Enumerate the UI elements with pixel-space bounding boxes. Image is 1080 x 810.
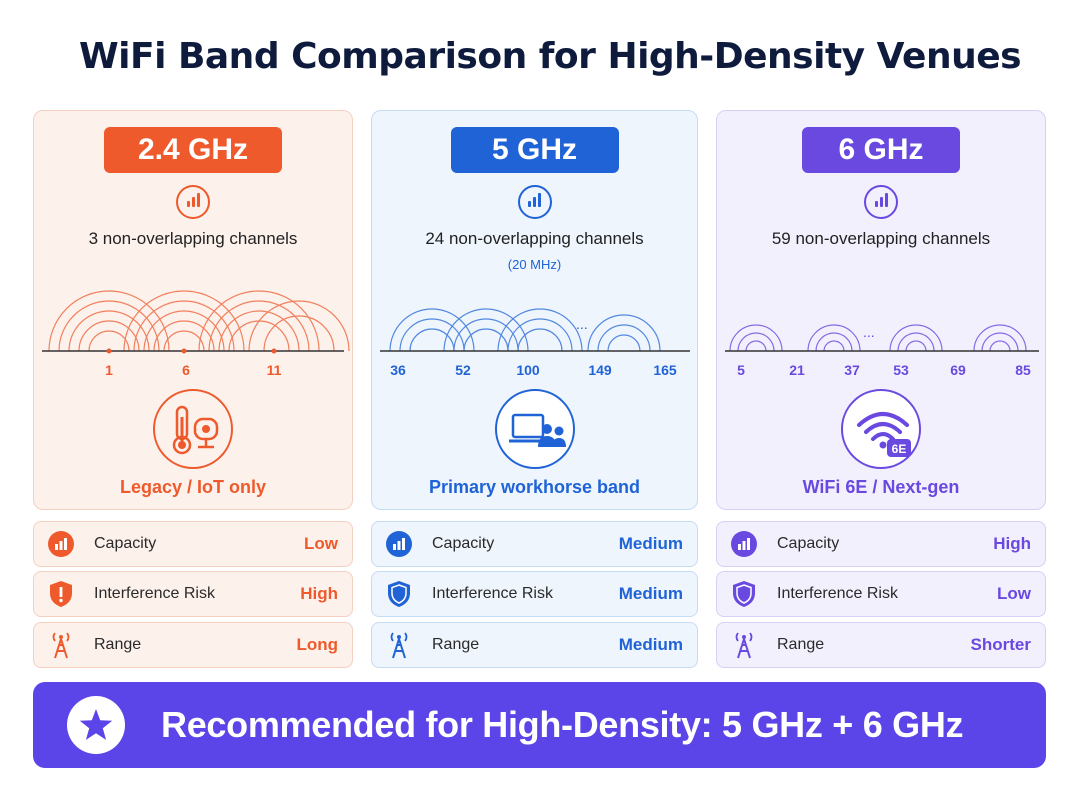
metric-row-capacity: Capacity Low	[33, 521, 353, 567]
channel-count: 24 non-overlapping channels	[425, 229, 644, 248]
metric-value: Low	[304, 534, 338, 553]
channel-tick: 1	[105, 362, 113, 378]
wifi-6e-icon-label: 6E	[892, 442, 907, 456]
band-badge: 2.4 GHz	[104, 127, 282, 173]
shield-warning-icon	[46, 579, 76, 609]
metric-row-capacity: Capacity Medium	[371, 521, 698, 567]
recommendation-text: Recommended for High-Density: 5 GHz + 6 …	[161, 704, 964, 745]
metric-label: Capacity	[777, 535, 840, 552]
channel-tick: 53	[893, 362, 909, 378]
metric-value: High	[300, 584, 338, 603]
band-card-6ghz: 6 GHz 59 non-overlapping channels ... 5 …	[716, 110, 1046, 510]
antenna-tower-icon	[384, 630, 414, 660]
metric-value: High	[993, 534, 1031, 553]
channel-overlap-diagram: ... 36 52 100 149 165	[380, 308, 690, 378]
channel-tick: 52	[455, 362, 471, 378]
metric-row-capacity: Capacity High	[716, 521, 1046, 567]
channel-tick: 6	[182, 362, 190, 378]
capacity-bars-icon	[384, 529, 414, 559]
capacity-bars-icon	[46, 529, 76, 559]
metric-label: Range	[432, 636, 480, 653]
svg-text:...: ...	[576, 316, 588, 332]
metric-label: Range	[94, 636, 142, 653]
band-use-label: Primary workhorse band	[428, 477, 641, 497]
metric-row-range: Range Shorter	[716, 622, 1046, 668]
metric-row-range: Range Medium	[371, 622, 698, 668]
metric-value: Long	[296, 635, 338, 654]
thermometer-camera-icon	[153, 389, 233, 469]
metric-value: Medium	[618, 584, 683, 603]
band-use-label: Legacy / IoT only	[119, 477, 267, 497]
metric-label: Capacity	[94, 535, 157, 552]
metric-label: Interference Risk	[777, 585, 898, 602]
metric-value: Shorter	[970, 635, 1031, 654]
band-card-5ghz: 5 GHz 24 non-overlapping channels (20 MH…	[371, 110, 698, 510]
channel-count: 59 non-overlapping channels	[771, 229, 991, 248]
channel-tick: 149	[588, 362, 612, 378]
recommendation-banner: Recommended for High-Density: 5 GHz + 6 …	[33, 682, 1046, 768]
channel-tick: 36	[390, 362, 406, 378]
metric-label: Range	[777, 636, 825, 653]
page-title: WiFi Band Comparison for High-Density Ve…	[78, 36, 1022, 77]
channel-tick: 21	[789, 362, 805, 378]
metric-row-interference: Interference Risk High	[33, 571, 353, 617]
metric-value: Medium	[618, 534, 683, 553]
band-badge: 6 GHz	[802, 127, 960, 173]
channel-tick: 100	[516, 362, 540, 378]
channel-tick: 85	[1015, 362, 1031, 378]
channel-count: 3 non-overlapping channels	[88, 229, 298, 248]
metric-label: Interference Risk	[94, 585, 215, 602]
metric-label: Interference Risk	[432, 585, 553, 602]
wifi-6e-icon: 6E	[841, 389, 921, 469]
laptop-users-icon	[494, 389, 575, 469]
metric-label: Capacity	[432, 535, 495, 552]
antenna-tower-icon	[46, 630, 76, 660]
capacity-bars-icon	[729, 529, 759, 559]
band-card-2-4ghz: 2.4 GHz 3 non-overlapping channels 1 6 1…	[33, 110, 353, 510]
band-badge: 5 GHz	[450, 127, 619, 173]
signal-bars-icon	[176, 185, 210, 219]
svg-text:...: ...	[863, 324, 875, 340]
band-use-label: WiFi 6E / Next-gen	[802, 477, 960, 497]
signal-bars-icon	[517, 185, 552, 219]
shield-icon	[729, 579, 759, 609]
channel-overlap-diagram: ... 5 21 37 53 69 85	[725, 324, 1039, 378]
shield-icon	[384, 579, 414, 609]
channel-tick: 5	[737, 362, 745, 378]
channel-tick: 11	[267, 362, 282, 378]
metric-row-range: Range Long	[33, 622, 353, 668]
star-icon	[67, 696, 125, 754]
metric-row-interference: Interference Risk Medium	[371, 571, 698, 617]
channel-width-note: (20 MHz)	[507, 257, 562, 272]
signal-bars-icon	[864, 185, 898, 219]
channel-tick: 37	[844, 362, 860, 378]
channel-tick: 165	[653, 362, 677, 378]
metric-value: Low	[997, 584, 1031, 603]
antenna-tower-icon	[729, 630, 759, 660]
channel-tick: 69	[950, 362, 966, 378]
metric-row-interference: Interference Risk Low	[716, 571, 1046, 617]
channel-overlap-diagram: 1 6 11	[42, 290, 350, 378]
metric-value: Medium	[618, 635, 683, 654]
